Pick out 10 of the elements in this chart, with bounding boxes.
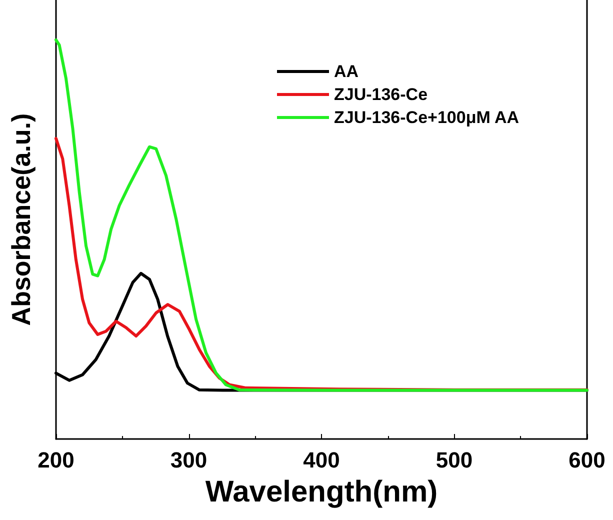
- legend-label: ZJU-136-Ce+100μM AA: [334, 108, 520, 127]
- x-tick-label: 300: [170, 448, 208, 472]
- x-tick-label: 500: [436, 448, 473, 472]
- y-axis-title: Absorbance(a.u.): [6, 113, 36, 326]
- x-tick-label: 600: [568, 448, 606, 472]
- x-axis-title: Wavelength(nm): [205, 476, 438, 508]
- x-tick-label: 400: [303, 448, 340, 472]
- legend-label: AA: [334, 62, 359, 81]
- legend-label: ZJU-136-Ce: [334, 85, 428, 104]
- x-tick-label: 200: [38, 448, 74, 472]
